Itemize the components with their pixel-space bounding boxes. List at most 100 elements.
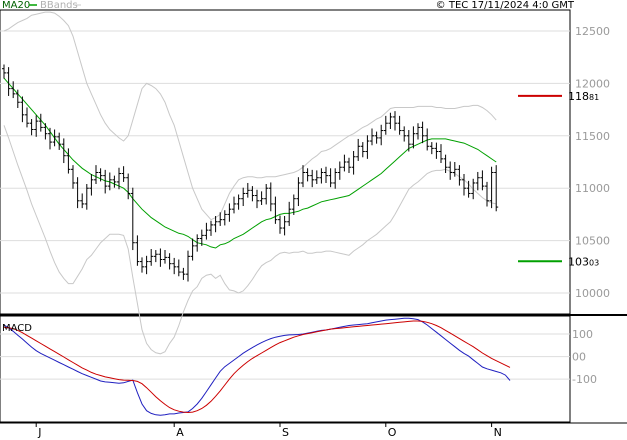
price-bar	[245, 182, 250, 198]
macd-tick-label: 00	[572, 351, 586, 364]
price-bar	[25, 107, 29, 128]
price-bar	[61, 138, 66, 164]
price-bar	[167, 253, 172, 270]
price-bar	[282, 215, 287, 236]
price-bar	[126, 173, 131, 200]
price-bar	[89, 174, 94, 196]
copyright-text: © TEC 17/11/2024 4:0 GMT	[436, 0, 575, 11]
bbands-legend-label: BBands	[40, 0, 78, 11]
price-bar	[144, 255, 149, 275]
price-bar	[232, 196, 236, 214]
bb-upper-line	[3, 11, 497, 221]
month-label: A	[176, 426, 184, 439]
price-bar	[213, 215, 218, 233]
month-label: S	[282, 426, 289, 439]
price-bar	[181, 267, 186, 280]
price-tick-label: 12500	[575, 25, 610, 38]
price-bar	[117, 167, 121, 190]
price-tick-label: 10500	[575, 235, 610, 248]
macd-series-line	[3, 317, 511, 416]
price-bar	[462, 174, 466, 196]
month-label: O	[388, 426, 397, 439]
price-bar	[328, 168, 333, 188]
price-bar	[103, 169, 108, 194]
price-bar	[342, 154, 347, 172]
price-tick-label: 11000	[575, 182, 610, 195]
macd-tick-label: 100	[572, 328, 593, 341]
price-tick-label: 11500	[575, 130, 610, 143]
price-bar	[319, 168, 324, 184]
month-label: N	[494, 426, 502, 439]
price-bar	[393, 111, 397, 131]
price-bar	[250, 186, 255, 202]
price-bar	[199, 229, 204, 246]
price-bar	[471, 178, 476, 200]
price-bar	[163, 250, 167, 264]
price-bar	[296, 177, 301, 207]
price-bar	[287, 201, 292, 226]
price-bar	[397, 115, 402, 135]
price-bar	[416, 123, 420, 140]
price-bar	[425, 128, 430, 151]
price-bar	[475, 171, 480, 191]
grid-layer	[0, 30, 570, 380]
price-bar	[273, 196, 278, 224]
resistance-level-label: 11881	[568, 90, 599, 103]
price-bar	[259, 191, 264, 205]
ma20-line	[3, 77, 497, 249]
price-bar	[457, 165, 462, 186]
price-bar	[6, 67, 11, 96]
price-bar	[15, 89, 20, 109]
price-bar	[379, 124, 384, 146]
price-bar	[291, 194, 296, 215]
ma20-legend-label: MA20	[2, 0, 30, 11]
price-bar	[135, 235, 140, 266]
price-bar	[489, 166, 494, 209]
price-bar	[71, 165, 75, 189]
price-bar	[112, 175, 117, 188]
macd-lines	[3, 317, 511, 416]
price-bar	[204, 222, 209, 240]
price-bar	[402, 126, 407, 142]
price-bar	[236, 194, 241, 210]
price-bar	[305, 168, 310, 182]
price-bars	[2, 64, 499, 282]
price-bar	[324, 166, 328, 183]
price-bar	[94, 165, 98, 185]
price-bar	[439, 144, 443, 164]
price-bar	[301, 165, 305, 188]
price-bar	[383, 115, 388, 135]
price-bar	[255, 189, 259, 209]
price-bar	[466, 180, 471, 198]
price-bar	[434, 142, 439, 159]
price-bar	[98, 168, 103, 182]
price-bar	[176, 259, 181, 277]
month-label: J	[37, 426, 41, 439]
price-bar	[84, 184, 89, 210]
price-bar	[149, 249, 154, 266]
price-bar	[107, 172, 112, 191]
signal-series-line	[3, 320, 511, 414]
bb-lower-line	[3, 125, 497, 355]
price-bar	[158, 248, 163, 267]
price-bar	[494, 165, 499, 212]
price-bar	[429, 142, 434, 155]
price-bar	[38, 113, 43, 132]
price-bar	[172, 257, 177, 275]
price-bar	[480, 170, 485, 191]
support-level-label: 10303	[568, 255, 599, 268]
price-bar	[420, 121, 425, 144]
price-bar	[140, 257, 144, 273]
price-bar	[2, 64, 6, 79]
price-bar	[347, 157, 351, 174]
price-bar	[186, 250, 190, 282]
price-bar	[75, 177, 80, 209]
price-bar	[365, 135, 370, 159]
bollinger-bands	[3, 11, 497, 355]
levels: 11881 10303	[518, 90, 599, 268]
macd-tick-label: -100	[572, 373, 597, 386]
price-bar	[20, 96, 25, 123]
